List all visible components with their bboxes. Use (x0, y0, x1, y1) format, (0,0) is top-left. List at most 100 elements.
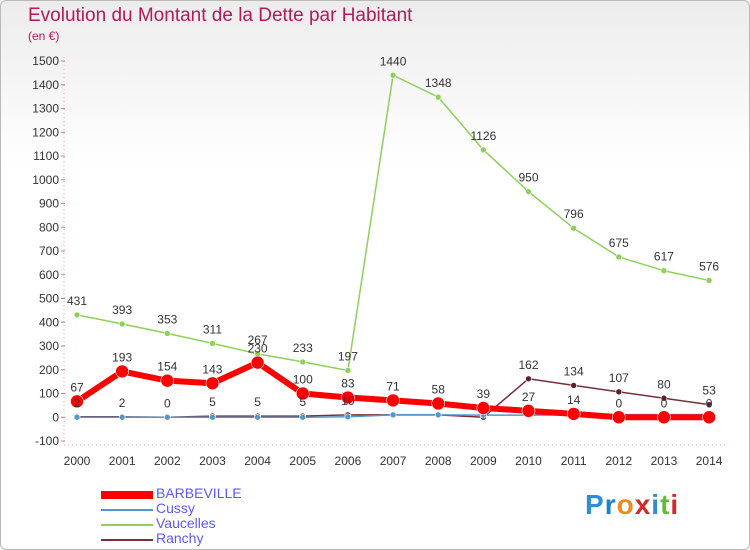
data-label-barbeville: 100 (293, 373, 313, 387)
x-tick-label: 2007 (380, 454, 407, 468)
x-tick-label: 2000 (64, 454, 91, 468)
data-point-cussy (344, 413, 352, 421)
data-point-barbeville (566, 407, 581, 421)
data-point-cussy (209, 413, 216, 421)
x-tick-label: 2009 (470, 454, 497, 468)
legend-swatch (101, 509, 153, 511)
data-label-barbeville: 27 (522, 390, 536, 404)
data-point-cussy (254, 413, 261, 421)
data-point-barbeville (386, 393, 400, 408)
y-tick-label: 400 (39, 315, 59, 329)
data-label-barbeville: 193 (112, 350, 132, 364)
data-point-barbeville (431, 396, 446, 411)
data-point-barbeville (521, 404, 536, 418)
y-tick-label: 800 (39, 220, 59, 234)
data-label-vaucelles: 353 (157, 312, 177, 326)
x-tick-label: 2005 (289, 454, 316, 468)
y-tick-label: 500 (39, 292, 59, 306)
data-label-ranchy: 0 (164, 396, 171, 410)
x-tick-label: 2004 (244, 454, 271, 468)
data-label-vaucelles: 950 (518, 171, 538, 185)
data-label-vaucelles: 311 (203, 322, 222, 336)
data-label-barbeville: 0 (661, 396, 668, 410)
legend-label: BARBEVILLE (156, 485, 242, 501)
data-label-vaucelles: 617 (654, 250, 674, 264)
proxiti-logo: Proxiti (585, 489, 679, 521)
chart-title: Evolution du Montant de la Dette par Hab… (28, 5, 413, 26)
x-tick-label: 2013 (651, 454, 678, 468)
data-point-vaucelles (615, 253, 623, 261)
data-label-barbeville: 0 (706, 396, 713, 410)
data-label-barbeville: 0 (615, 396, 622, 410)
data-point-vaucelles (434, 93, 442, 101)
data-label-ranchy: 162 (518, 358, 538, 372)
data-label-barbeville: 230 (248, 342, 268, 356)
data-label-barbeville: 83 (341, 377, 355, 391)
data-point-barbeville (702, 410, 716, 425)
data-point-ranchy (660, 394, 668, 402)
data-point-vaucelles (299, 358, 307, 366)
data-label-barbeville: 67 (70, 380, 84, 394)
data-label-vaucelles: 796 (564, 207, 584, 221)
y-tick-label: 700 (39, 244, 59, 258)
y-tick-label: 1300 (32, 102, 59, 116)
x-tick-label: 2014 (696, 454, 723, 468)
data-label-vaucelles: 1348 (425, 76, 452, 90)
data-label-ranchy: 5 (209, 395, 216, 409)
data-label-barbeville: 14 (567, 393, 581, 407)
data-label-ranchy: 53 (702, 384, 716, 398)
data-point-vaucelles (525, 188, 532, 195)
legend-label: Ranchy (156, 530, 204, 546)
y-tick-label: 1100 (33, 149, 59, 163)
legend-swatch (101, 539, 153, 541)
data-label-vaucelles: 233 (293, 341, 313, 355)
data-point-vaucelles (570, 224, 577, 232)
data-label-ranchy: 80 (657, 377, 671, 391)
data-point-cussy (118, 413, 126, 421)
chart-subtitle: (en €) (28, 29, 60, 43)
data-label-ranchy: 107 (609, 371, 629, 385)
data-point-barbeville (476, 401, 491, 415)
x-tick-label: 2011 (561, 454, 587, 468)
data-point-barbeville (657, 410, 671, 425)
data-point-barbeville (205, 376, 220, 391)
data-point-barbeville (160, 373, 175, 388)
data-point-vaucelles (344, 367, 352, 374)
data-point-vaucelles (209, 340, 216, 347)
y-tick-label: 100 (39, 387, 59, 401)
logo-letter: x (634, 489, 652, 520)
data-point-vaucelles (705, 277, 713, 284)
x-tick-label: 2003 (199, 454, 226, 468)
data-label-ranchy: 2 (74, 396, 81, 410)
legend-label: Vaucelles (156, 515, 216, 531)
legend-swatch (101, 491, 153, 499)
y-tick-label: 1200 (32, 125, 59, 139)
data-label-vaucelles: 393 (112, 303, 132, 317)
data-point-cussy (299, 413, 307, 421)
legend-swatch (101, 524, 153, 526)
data-point-ranchy (615, 388, 623, 396)
x-tick-label: 2002 (154, 454, 181, 468)
y-tick-label: 200 (39, 363, 59, 377)
data-point-cussy (164, 413, 171, 421)
data-label-barbeville: 143 (202, 362, 222, 376)
data-label-ranchy: 10 (341, 394, 355, 408)
x-tick-label: 2001 (109, 454, 136, 468)
data-point-vaucelles (389, 71, 397, 79)
data-point-barbeville (250, 355, 265, 370)
data-point-cussy (434, 411, 442, 419)
y-tick-label: 1500 (32, 54, 59, 68)
y-tick-label: 300 (39, 339, 59, 353)
data-point-cussy (73, 413, 81, 421)
data-label-ranchy: 5 (254, 395, 261, 409)
logo-letter: o (616, 489, 635, 520)
data-point-barbeville (70, 394, 84, 409)
x-tick-label: 2010 (515, 454, 542, 468)
data-point-barbeville (295, 386, 310, 401)
x-tick-label: 2006 (335, 454, 362, 468)
x-tick-label: 2008 (425, 454, 452, 468)
data-point-barbeville (611, 410, 626, 425)
logo-letter: t (660, 489, 671, 520)
data-point-vaucelles (118, 320, 126, 328)
